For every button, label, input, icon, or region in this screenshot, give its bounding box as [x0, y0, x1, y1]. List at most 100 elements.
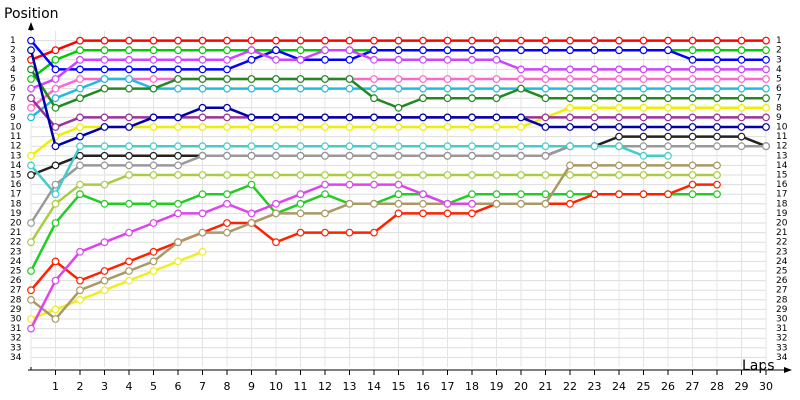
y-tick-label: 32 — [10, 334, 21, 344]
lap-marker — [615, 84, 623, 93]
lap-marker — [296, 55, 305, 64]
y-tick-label-right: 15 — [776, 171, 787, 181]
lap-marker — [76, 132, 84, 141]
lap-marker — [615, 190, 623, 199]
lap-marker — [51, 161, 60, 170]
lap-marker — [27, 171, 35, 179]
lap-marker — [419, 123, 427, 131]
lap-marker — [223, 84, 231, 93]
y-tick-label-right: 29 — [776, 305, 788, 315]
lap-marker — [370, 36, 378, 45]
lap-marker — [419, 151, 427, 160]
lap-marker — [125, 161, 133, 170]
lap-marker — [688, 84, 697, 93]
lap-marker — [492, 46, 501, 55]
lap-marker — [223, 190, 231, 199]
lap-marker — [443, 113, 452, 122]
lap-marker — [125, 151, 133, 160]
lap-marker — [198, 228, 207, 237]
lap-marker — [615, 132, 623, 141]
lap-marker — [713, 65, 721, 74]
lap-marker — [688, 75, 697, 83]
lap-marker — [345, 180, 354, 189]
lap-marker — [100, 123, 109, 131]
lap-marker — [27, 46, 35, 55]
lap-marker — [762, 46, 770, 55]
y-tick-label: 8 — [10, 103, 16, 113]
lap-marker — [27, 94, 35, 103]
lap-marker — [223, 46, 231, 55]
lap-marker — [541, 171, 550, 179]
lap-marker — [615, 94, 623, 103]
y-tick-label: 5 — [10, 75, 16, 85]
y-tick-label-right: 22 — [776, 238, 787, 248]
lap-marker — [688, 190, 697, 199]
lap-marker — [590, 171, 599, 179]
lap-marker — [566, 123, 574, 131]
lap-marker — [443, 142, 452, 151]
lap-marker — [517, 190, 525, 199]
lap-marker — [590, 103, 599, 112]
lap-marker — [296, 171, 305, 179]
lap-marker — [100, 55, 109, 64]
lap-marker — [566, 46, 574, 55]
lap-marker — [174, 75, 182, 83]
lap-marker — [688, 171, 697, 179]
lap-marker — [51, 180, 60, 189]
y-tick-label: 2 — [10, 46, 16, 56]
lap-marker — [51, 305, 60, 314]
lap-marker — [100, 180, 109, 189]
lap-marker — [541, 94, 550, 103]
lap-marker — [125, 55, 133, 64]
x-tick-label: 26 — [661, 380, 675, 393]
lap-marker — [223, 36, 231, 45]
lap-marker — [247, 75, 256, 83]
lap-marker — [492, 190, 501, 199]
y-tick-label: 27 — [10, 286, 21, 296]
lap-marker — [76, 36, 84, 45]
y-tick-label: 34 — [10, 353, 22, 363]
lap-marker — [125, 36, 133, 45]
lap-marker — [590, 36, 599, 45]
lap-marker — [27, 36, 35, 45]
lap-marker — [174, 238, 182, 247]
lap-marker — [223, 75, 231, 83]
y-tick-label-right: 4 — [776, 65, 782, 75]
lap-marker — [639, 171, 648, 179]
lap-marker — [517, 84, 525, 93]
lap-marker — [737, 113, 746, 122]
lap-marker — [517, 171, 525, 179]
lap-marker — [590, 46, 599, 55]
lap-marker — [443, 75, 452, 83]
x-tick-label: 4 — [126, 380, 133, 393]
lap-marker — [345, 171, 354, 179]
lap-marker — [149, 257, 158, 266]
lap-marker — [541, 142, 550, 151]
lap-marker — [149, 151, 158, 160]
lap-marker — [247, 151, 256, 160]
lap-marker — [272, 55, 280, 64]
lap-marker — [345, 75, 354, 83]
lap-marker — [492, 142, 501, 151]
lap-marker — [370, 151, 378, 160]
lap-marker — [100, 84, 109, 93]
lap-marker — [664, 151, 672, 160]
lap-marker — [51, 190, 60, 199]
lap-marker — [664, 142, 672, 151]
y-axis-title: Position — [4, 6, 59, 22]
lap-marker — [468, 190, 476, 199]
lap-marker — [419, 36, 427, 45]
lap-marker — [517, 199, 525, 208]
lap-marker — [639, 36, 648, 45]
lap-marker — [51, 199, 60, 208]
lap-marker — [639, 142, 648, 151]
lap-marker — [321, 36, 329, 45]
lap-marker — [394, 36, 403, 45]
x-tick-label: 13 — [343, 380, 357, 393]
lap-marker — [468, 171, 476, 179]
x-tick-label: 5 — [150, 380, 157, 393]
lap-marker — [713, 123, 721, 131]
lap-marker — [443, 55, 452, 64]
lap-marker — [321, 123, 329, 131]
lap-marker — [713, 171, 721, 179]
